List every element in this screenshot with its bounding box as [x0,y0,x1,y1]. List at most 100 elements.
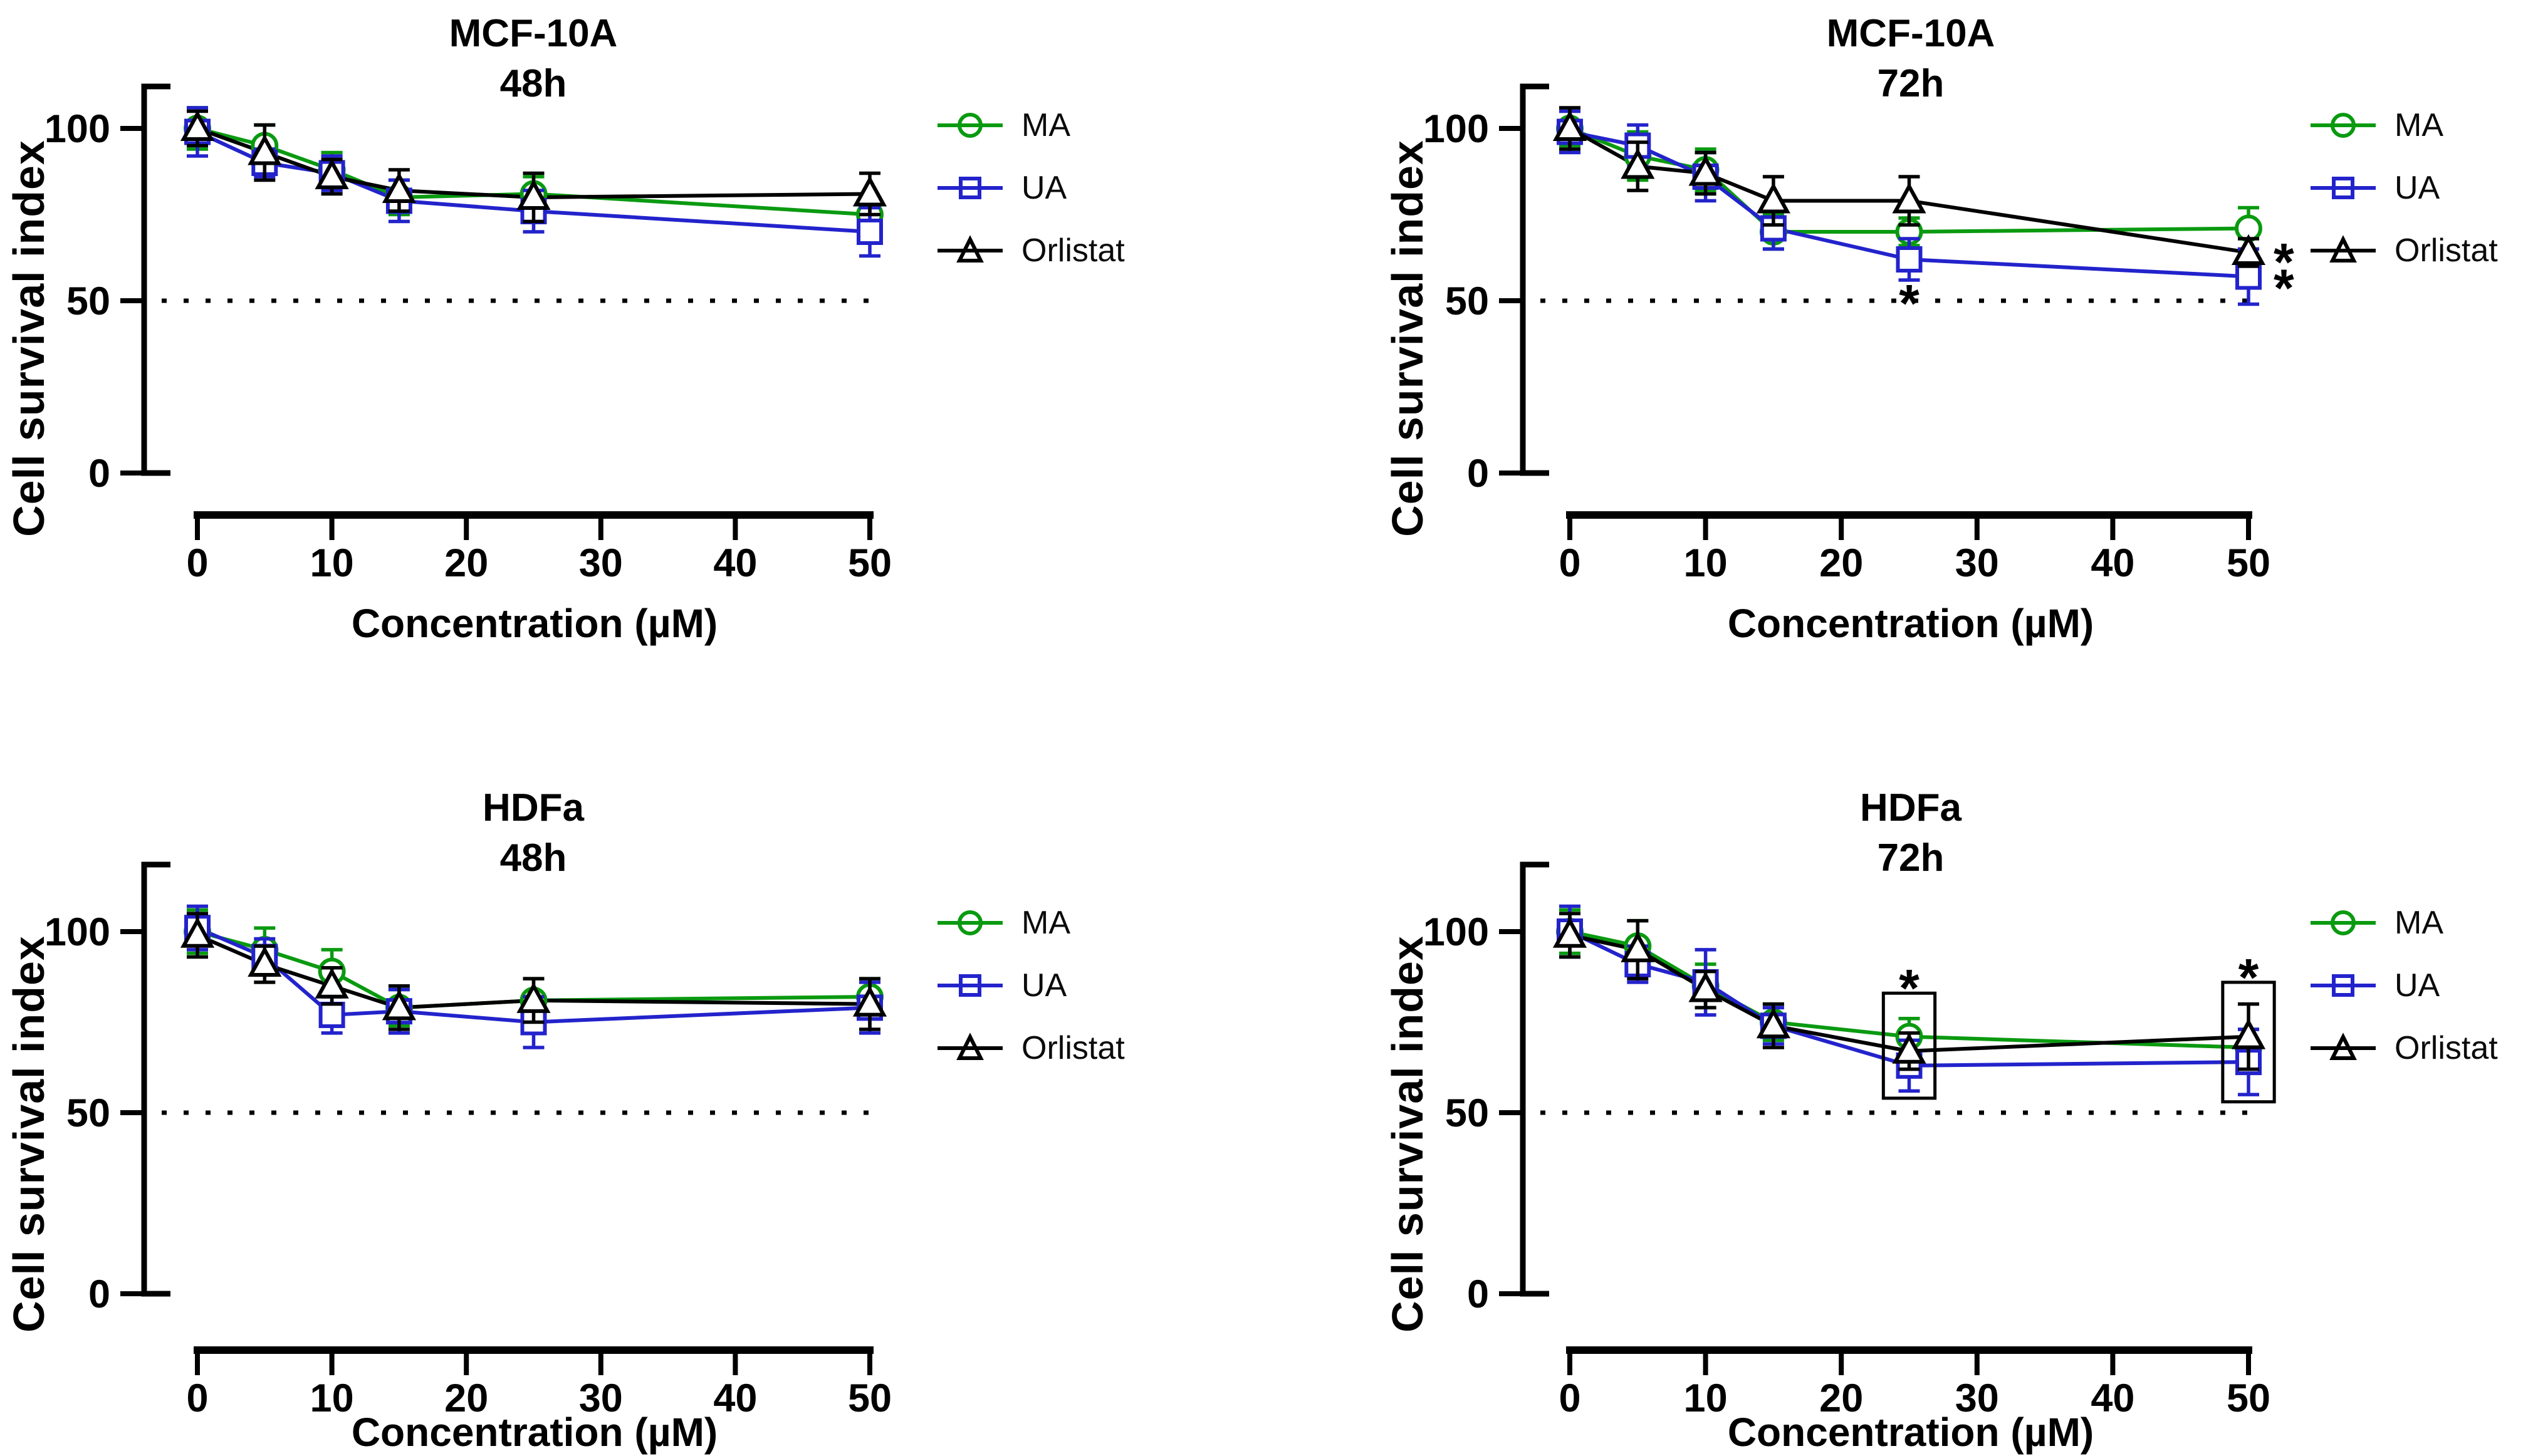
circle-marker-icon [938,910,1003,935]
y-tick-label: 100 [44,107,110,151]
significance-asterisk: * [2274,232,2294,291]
y-tick-label: 50 [1445,1091,1489,1135]
legend-item-ua: UA [935,163,1125,213]
y-axis [141,83,170,476]
data-marker-triangle [248,134,282,165]
y-tick-label: 50 [66,279,110,323]
data-marker-triangle [382,172,416,203]
legend: MA UA Orlistat [935,100,1125,276]
legend-label: Orlistat [1021,232,1125,269]
x-axis-label: Concentration (µM) [351,601,718,646]
legend: MA UA Orlistat [2308,898,2498,1073]
legend-label: UA [1021,967,1067,1004]
legend-item-ua: UA [935,960,1125,1011]
significance-box [2221,980,2276,1104]
data-marker-triangle [1621,931,1655,962]
triangle-marker-icon [938,1032,1003,1060]
legend-label: MA [2395,905,2443,941]
x-tick-label: 40 [713,1376,757,1420]
data-marker-triangle [1552,110,1587,141]
x-tick-label: 10 [310,1376,354,1420]
square-marker-icon [938,974,1003,997]
x-tick-label: 40 [2091,541,2134,585]
x-tick-label: 20 [444,1376,488,1420]
chart-title: MCF-10A [449,12,618,55]
chart-subtitle: 72h [1877,836,1945,880]
y-tick-label: 100 [1423,107,1489,151]
y-tick-label: 100 [44,910,110,954]
data-marker-triangle [1688,155,1723,186]
data-marker-triangle [248,945,282,977]
data-marker-triangle [516,982,551,1013]
legend-item-orlistat: Orlistat [935,1023,1125,1073]
y-axis-label: Cell survival index [4,140,53,537]
y-tick-label: 100 [1423,910,1489,954]
data-marker-square [2235,263,2262,290]
chart-title-block: HDFa 48h [157,783,909,883]
x-tick-label: 10 [1684,1376,1728,1420]
x-tick-label: 20 [1819,541,1863,585]
y-tick-label: 0 [88,1272,110,1316]
x-axis-label: Concentration (µM) [351,1410,718,1455]
chart-subtitle: 48h [499,836,567,880]
x-tick-label: 40 [2091,1376,2134,1420]
data-marker-triangle [852,175,887,207]
chart-title-block: HDFa 72h [1535,783,2287,883]
legend: MA UA Orlistat [935,898,1125,1073]
y-axis [1520,83,1549,476]
x-axis-label: Concentration (µM) [1727,1410,2094,1455]
chart-title: MCF-10A [1826,12,1995,55]
data-marker-triangle [852,985,887,1017]
x-tick-label: 10 [1684,541,1728,585]
significance-box [1881,991,1937,1100]
chart-title: HDFa [483,786,584,829]
legend-item-orlistat: Orlistat [935,226,1125,276]
data-marker-triangle [180,110,215,141]
x-tick-label: 0 [1559,541,1580,585]
data-marker-triangle [1756,182,1790,214]
data-marker-triangle [2231,234,2266,265]
chart-subtitle: 48h [499,62,567,105]
legend-label: MA [1021,107,1070,143]
data-marker-triangle [1621,148,1655,179]
y-tick-label: 0 [1467,452,1489,496]
data-marker-triangle [1552,917,1587,948]
circle-marker-icon [2311,113,2376,138]
legend-item-ua: UA [2308,163,2498,213]
y-axis-label: Cell survival index [1383,140,1432,537]
data-marker-triangle [1756,1007,1790,1039]
x-tick-label: 30 [579,541,623,585]
x-tick-label: 30 [579,1376,623,1420]
triangle-marker-icon [2311,1032,2376,1060]
significance-asterisk: * [1899,959,1920,1017]
y-axis-label: Cell survival index [1383,935,1432,1333]
chart-title-block: MCF-10A 48h [157,9,909,109]
x-tick-label: 20 [1819,1376,1863,1420]
legend-label: UA [2395,967,2440,1004]
x-axis-label: Concentration (µM) [1727,601,2094,646]
triangle-marker-icon [2311,235,2376,263]
legend: MA UA Orlistat [2308,100,2498,276]
data-marker-triangle [1892,1032,1926,1064]
legend-label: Orlistat [2395,232,2498,269]
x-tick-label: 0 [1559,1376,1580,1420]
x-tick-label: 50 [848,541,892,585]
y-axis [1520,861,1549,1297]
y-tick-label: 0 [88,452,110,496]
legend-item-orlistat: Orlistat [2308,1023,2498,1073]
legend-item-ua: UA [2308,960,2498,1011]
x-tick-label: 50 [2227,541,2270,585]
data-marker-square [857,219,883,245]
data-marker-square [318,1001,345,1028]
data-marker-triangle [516,179,551,210]
panel-plot-mcf-10a-48h: 0 50 100 0 10 20 30 40 50 [44,83,892,585]
chart-title-block: MCF-10A 72h [1535,9,2287,109]
x-tick-label: 30 [1955,1376,1999,1420]
panel-plot-hdfa-48h: 0 50 100 0 10 20 30 40 50 [44,861,892,1420]
significance-asterisk: * [1899,274,1920,333]
x-tick-label: 0 [186,541,208,585]
chart-subtitle: 72h [1877,62,1945,105]
x-tick-label: 0 [186,1376,208,1420]
